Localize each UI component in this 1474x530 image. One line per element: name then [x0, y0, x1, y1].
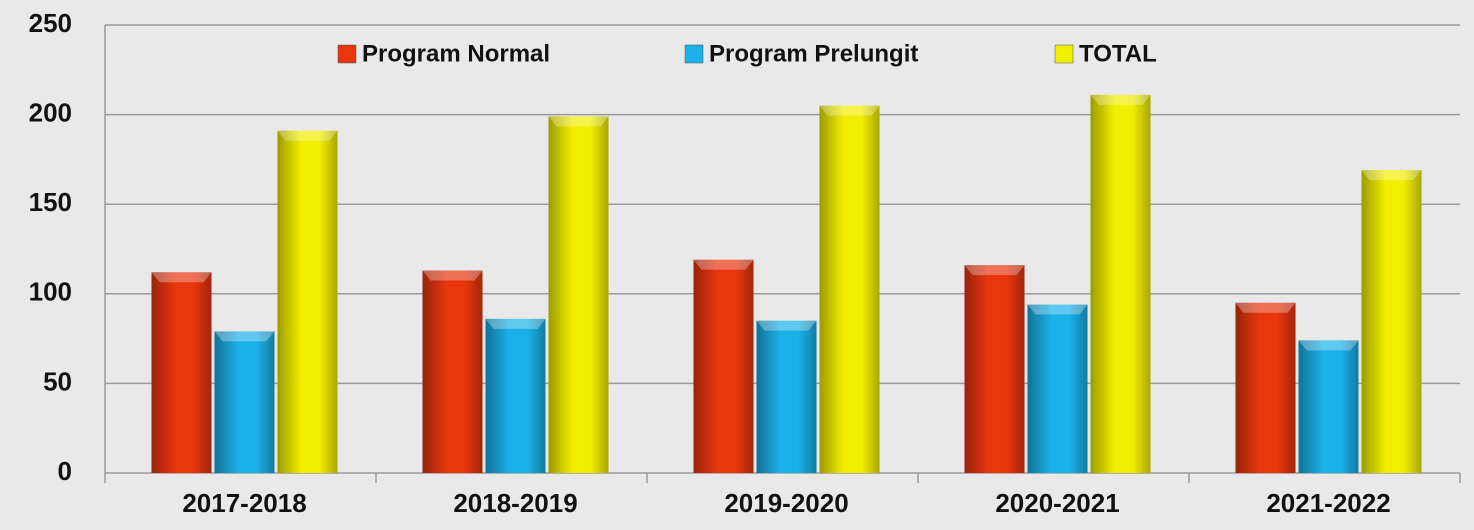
- y-tick-label: 100: [29, 277, 72, 307]
- x-tick-label: 2020-2021: [995, 488, 1119, 518]
- bar-bevel: [756, 320, 817, 331]
- legend-swatch: [684, 44, 704, 64]
- bar-shade: [1361, 170, 1422, 474]
- bar-bevel: [1235, 302, 1296, 313]
- bar-shade: [277, 130, 338, 473]
- bar-shade: [485, 318, 546, 473]
- bar-bevel: [214, 331, 275, 342]
- bar-bevel: [1027, 304, 1088, 315]
- bar-shade: [1298, 340, 1359, 473]
- bar-bevel: [422, 270, 483, 281]
- y-tick-label: 150: [29, 187, 72, 217]
- bar-bevel: [1090, 94, 1151, 105]
- bar-shade: [548, 116, 609, 473]
- bar-shade: [422, 270, 483, 473]
- bar-bevel: [151, 272, 212, 283]
- bar-shade: [151, 272, 212, 473]
- bar-shade: [819, 105, 880, 473]
- bar-shade: [964, 265, 1025, 473]
- x-tick-label: 2019-2020: [724, 488, 848, 518]
- bar-shade: [1027, 304, 1088, 473]
- bar-bevel: [1298, 340, 1359, 351]
- x-tick-label: 2018-2019: [453, 488, 577, 518]
- x-tick-label: 2017-2018: [182, 488, 306, 518]
- bar-bevel: [819, 105, 880, 116]
- legend-swatch: [337, 44, 357, 64]
- y-tick-label: 0: [58, 456, 72, 486]
- x-tick-label: 2021-2022: [1266, 488, 1390, 518]
- legend-label: Program Prelungit: [709, 40, 918, 67]
- y-tick-label: 250: [29, 8, 72, 38]
- bar-shade: [1235, 302, 1296, 473]
- bar-bevel: [1361, 170, 1422, 181]
- y-tick-label: 50: [43, 366, 72, 396]
- bar-bevel: [548, 116, 609, 127]
- legend-label: TOTAL: [1079, 40, 1157, 67]
- bar-bevel: [485, 318, 546, 329]
- bar-shade: [756, 320, 817, 473]
- y-tick-label: 200: [29, 97, 72, 127]
- legend-swatch: [1054, 44, 1074, 64]
- legend-label: Program Normal: [362, 40, 550, 67]
- bar-bevel: [277, 130, 338, 141]
- bar-bevel: [693, 259, 754, 270]
- bar-shade: [1090, 94, 1151, 473]
- bar-shade: [693, 259, 754, 473]
- bar-bevel: [964, 265, 1025, 276]
- bar-shade: [214, 331, 275, 473]
